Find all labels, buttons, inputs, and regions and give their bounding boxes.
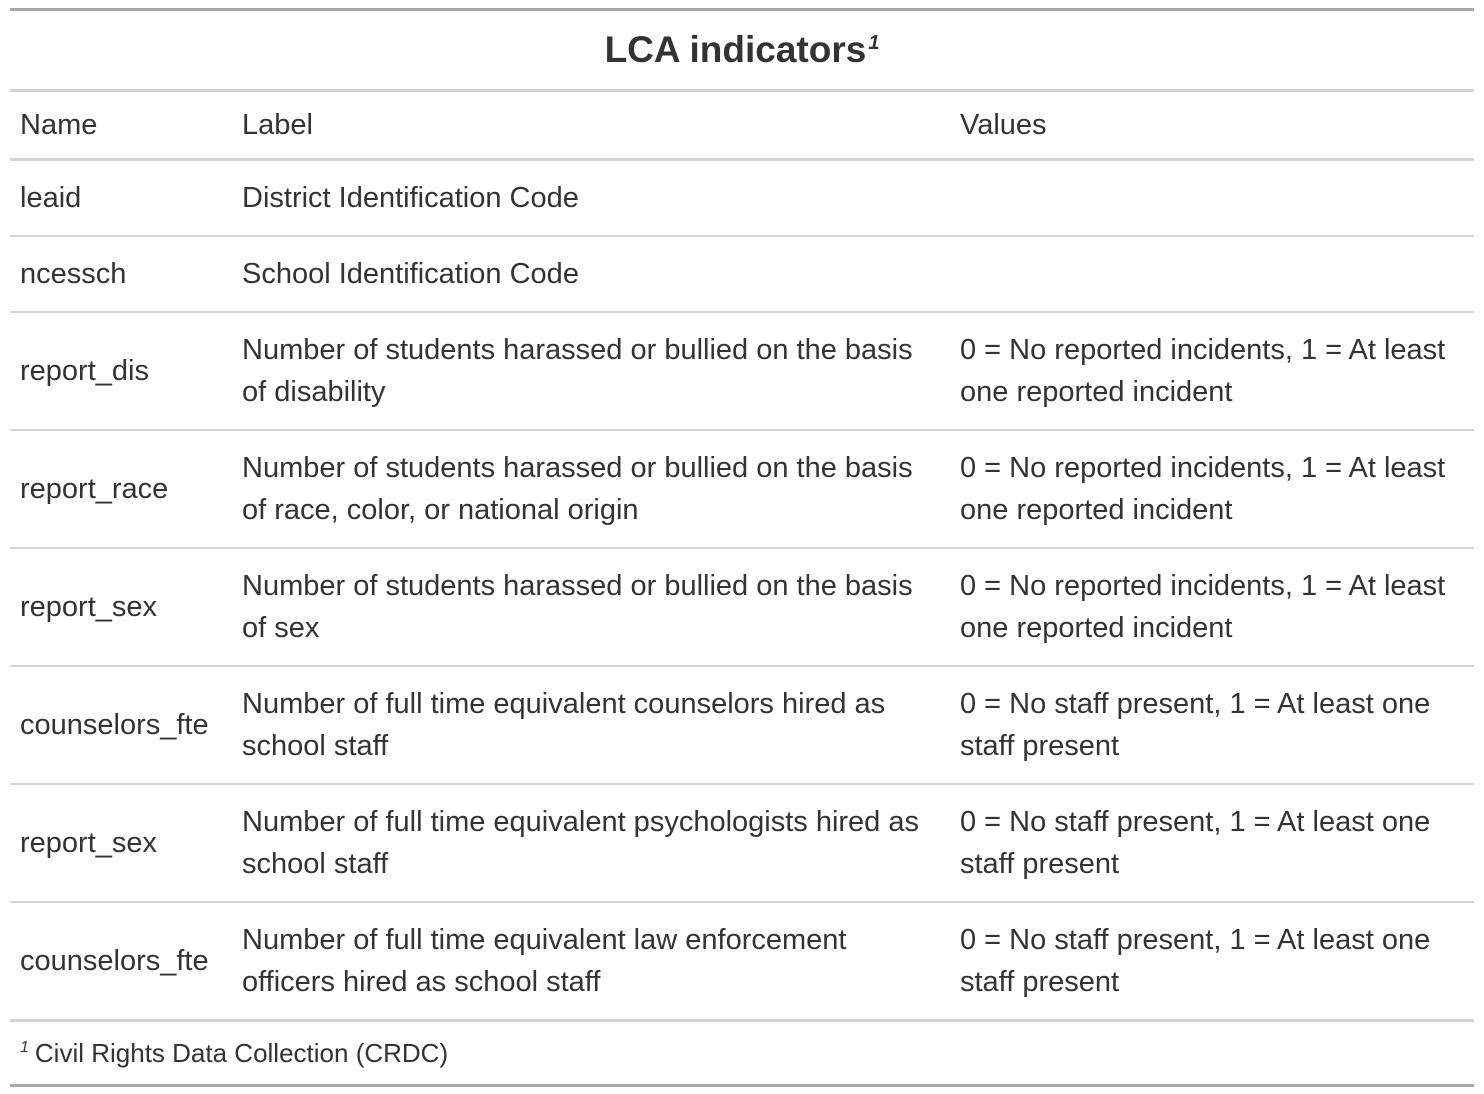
- column-header-values: Values: [950, 90, 1475, 161]
- table-row: report_race Number of students harassed …: [10, 429, 1475, 548]
- cell-name: report_sex: [10, 783, 232, 902]
- cell-label: Number of full time equivalent law enfor…: [232, 901, 950, 1021]
- cell-label: Number of full time equivalent psycholog…: [232, 783, 950, 902]
- table-row: counselors_fte Number of full time equiv…: [10, 665, 1475, 784]
- title-footnote-mark: 1: [868, 31, 880, 54]
- cell-values: 0 = No reported incidents, 1 = At least …: [950, 547, 1475, 666]
- column-header-row: Name Label Values: [10, 90, 1475, 161]
- lca-indicators-table: LCA indicators 1 Name Label Values leaid …: [10, 8, 1475, 1087]
- cell-values: 0 = No reported incidents, 1 = At least …: [950, 311, 1475, 430]
- table-row: ncessch School Identification Code: [10, 235, 1475, 312]
- cell-values: [950, 235, 1475, 312]
- cell-values: 0 = No staff present, 1 = At least one s…: [950, 665, 1475, 784]
- cell-name: report_sex: [10, 547, 232, 666]
- column-header-name: Name: [10, 90, 232, 161]
- table-title-text: LCA indicators: [604, 29, 867, 70]
- cell-label: School Identification Code: [232, 235, 950, 312]
- table-row: report_sex Number of students harassed o…: [10, 547, 1475, 666]
- table-row: report_sex Number of full time equivalen…: [10, 783, 1475, 902]
- cell-values: 0 = No staff present, 1 = At least one s…: [950, 901, 1475, 1021]
- cell-label: Number of full time equivalent counselor…: [232, 665, 950, 784]
- table-footnote-row: 1 Civil Rights Data Collection (CRDC): [10, 1019, 1475, 1086]
- cell-name: leaid: [20, 182, 82, 214]
- cell-name: report_dis: [10, 311, 232, 430]
- column-header-label: Label: [232, 90, 950, 161]
- cell-name: report_race: [10, 429, 232, 548]
- cell-label: Number of students harassed or bullied o…: [232, 547, 950, 666]
- cell-values: 0 = No staff present, 1 = At least one s…: [950, 783, 1475, 902]
- cell-name: ncessch: [10, 235, 232, 312]
- table-row: counselors_fte Number of full time equiv…: [10, 901, 1475, 1021]
- cell-label: District Identification Code: [242, 182, 579, 214]
- table-footnote: 1 Civil Rights Data Collection (CRDC): [10, 1019, 1475, 1086]
- table-row: report_dis Number of students harassed o…: [10, 311, 1475, 430]
- cell-label: Number of students harassed or bullied o…: [232, 311, 950, 430]
- footnote-text: Civil Rights Data Collection (CRDC): [34, 1037, 449, 1068]
- cell-values: 0 = No reported incidents, 1 = At least …: [950, 429, 1475, 548]
- cell-values: [950, 160, 1474, 237]
- table-container: LCA indicators 1 Name Label Values leaid …: [10, 8, 1475, 1087]
- cell-name: counselors_fte: [10, 665, 232, 784]
- table-row: leaid District Identification Code: [10, 160, 1474, 237]
- table-title: LCA indicators 1: [10, 9, 1475, 92]
- cell-name: counselors_fte: [10, 901, 232, 1021]
- footnote-mark: 1: [20, 1038, 29, 1056]
- cell-label: Number of students harassed or bullied o…: [232, 429, 950, 548]
